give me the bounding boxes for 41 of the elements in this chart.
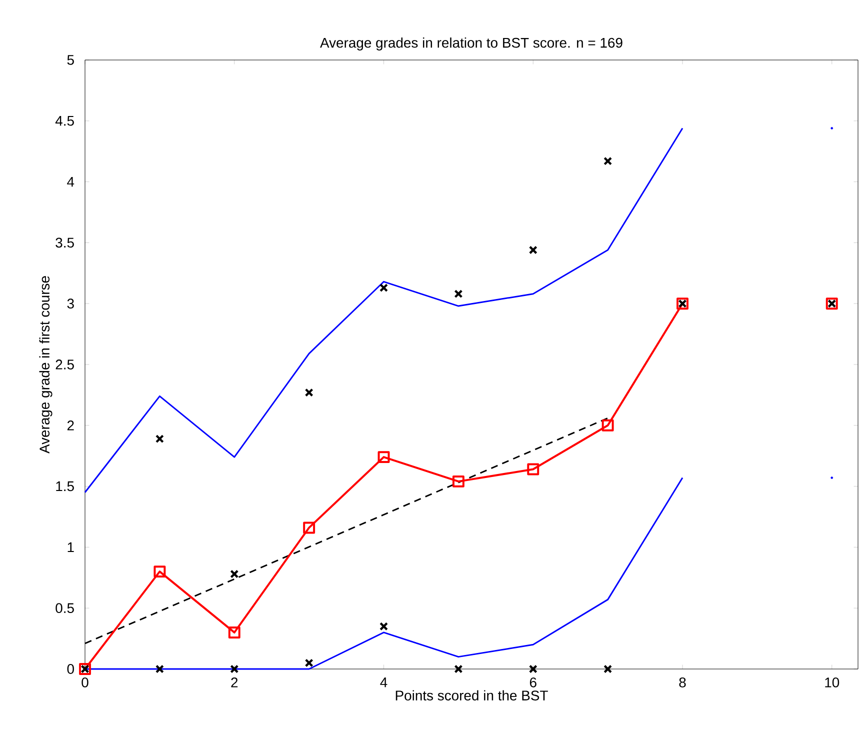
point (304, 388, 314, 397)
point (604, 156, 612, 166)
point (379, 283, 388, 292)
point (452, 475, 464, 488)
y-axis-title: Average grade in first course (39, 276, 52, 454)
x-tick-label: 6 (530, 677, 536, 688)
point (155, 664, 164, 674)
y-tick-label: 4.5 (55, 116, 74, 126)
y-tick-label: 1 (68, 542, 74, 552)
y-tick-label: 4 (67, 177, 74, 187)
point (527, 463, 540, 476)
y-tick-label: 2 (67, 420, 74, 430)
point (230, 664, 239, 674)
point (604, 664, 612, 674)
x-tick-label: 8 (679, 677, 686, 688)
x-axis-title: Points scored in the BST (396, 690, 548, 700)
point (378, 451, 390, 464)
point (154, 566, 166, 578)
x-tick-label: 4 (380, 678, 388, 688)
chart-title: Average grades in relation to BST score. n = 169 (320, 37, 622, 50)
point (528, 664, 538, 674)
y-tick-label: 3 (67, 298, 74, 309)
y-tick-label: 2.5 (56, 360, 74, 370)
x-tick-label: 2 (231, 677, 238, 688)
y-tick-label: 1.5 (56, 481, 74, 492)
y-tick-label: 0 (67, 664, 74, 674)
point (303, 522, 316, 534)
point (304, 658, 314, 668)
y-tick-label: 5 (67, 55, 74, 65)
point (454, 664, 463, 674)
point (230, 570, 239, 578)
x-tick-label: 0 (82, 677, 88, 688)
point (379, 622, 388, 631)
point (454, 290, 463, 298)
point (528, 246, 538, 254)
point (602, 419, 614, 432)
y-tick-label: 0.5 (56, 603, 74, 614)
y-tick-label: 3.5 (56, 238, 74, 248)
point (155, 434, 164, 444)
point (228, 626, 240, 638)
x-tick-label: 10 (825, 677, 840, 688)
